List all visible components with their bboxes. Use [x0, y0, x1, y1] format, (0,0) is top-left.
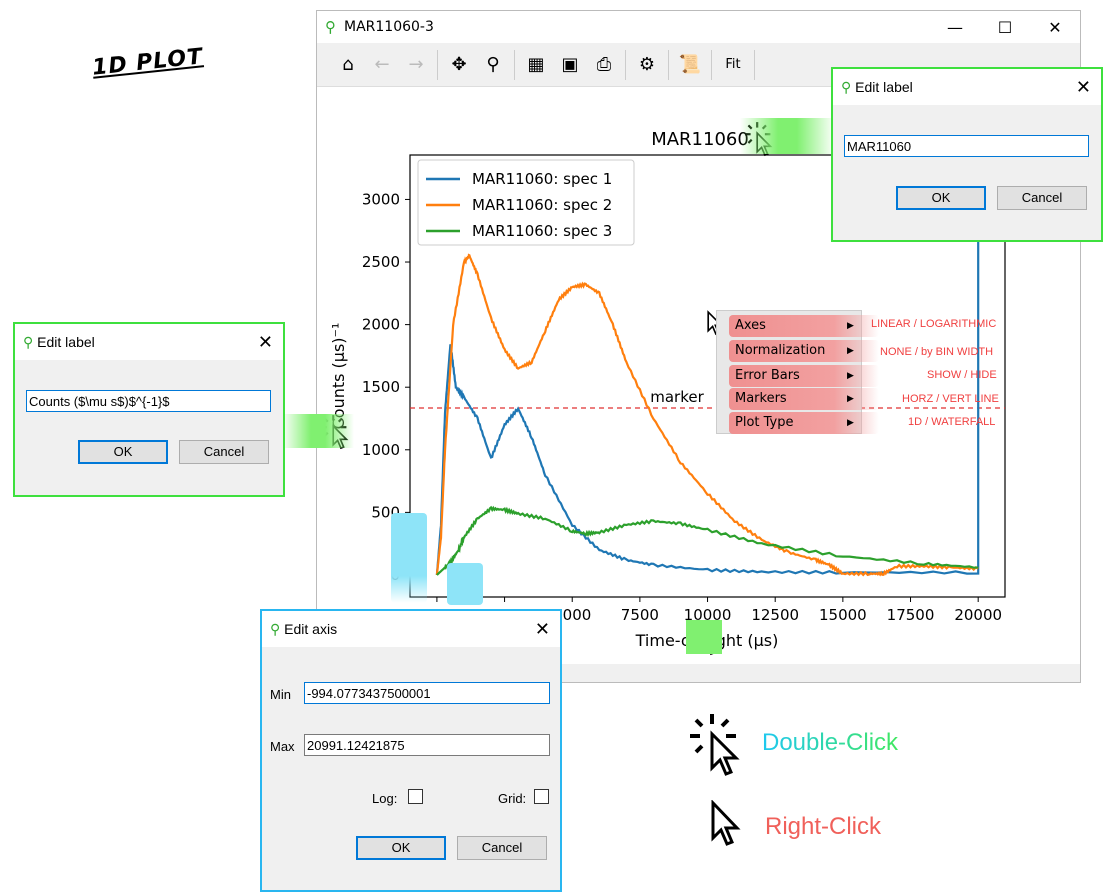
cancel-button[interactable]: Cancel — [997, 186, 1087, 210]
series-line-2 — [435, 253, 979, 577]
y-tick-label: 1500 — [362, 378, 400, 396]
xlabel-highlight — [686, 620, 722, 654]
log-label: Log: — [372, 791, 398, 806]
close-icon[interactable]: ✕ — [1075, 76, 1091, 97]
legend-entry: MAR11060: spec 3 — [472, 222, 612, 240]
legend — [417, 159, 635, 246]
y-tick-label: 1000 — [362, 441, 400, 459]
ok-button[interactable]: OK — [78, 440, 168, 464]
double-click-icon — [690, 714, 740, 776]
min-label: Min — [270, 687, 291, 702]
dialog-title: Edit axis — [284, 621, 338, 637]
title-highlight — [740, 118, 835, 154]
script-icon[interactable]: 📜 — [678, 54, 702, 75]
y-tick-label: 2500 — [362, 253, 400, 271]
x-tick-label: 20000 — [954, 606, 1002, 624]
x-tick-label: 5000 — [553, 606, 591, 624]
zoom-icon[interactable]: ⚲ — [486, 54, 500, 75]
edit-title-dialog: ⚲ Edit label ✕ MAR11060 OK Cancel — [831, 67, 1103, 242]
cancel-button[interactable]: Cancel — [179, 440, 269, 464]
ok-button[interactable]: OK — [356, 836, 446, 860]
label-input[interactable]: Counts ($\mu s$)$^{-1}$ — [26, 390, 271, 412]
hint-markers: HORZ / VERT LINE — [902, 393, 999, 405]
label-input[interactable]: MAR11060 — [844, 135, 1089, 157]
close-button[interactable]: ✕ — [1048, 17, 1062, 37]
print-icon[interactable]: ⎙ — [596, 54, 612, 75]
menu-item-error-bars[interactable]: Error Bars ▶ — [729, 365, 879, 387]
menu-item-normalization[interactable]: Normalization ▶ — [729, 340, 879, 362]
series-line-3 — [436, 505, 979, 576]
minimize-button[interactable]: — — [947, 17, 963, 37]
ylabel-highlight — [282, 414, 354, 448]
hint-plot-type: 1D / WATERFALL — [908, 416, 996, 428]
min-input[interactable]: -994.0773437500001 — [304, 682, 550, 704]
fit-button[interactable]: Fit — [725, 57, 741, 72]
max-input[interactable]: 20991.12421875 — [304, 734, 550, 756]
close-icon[interactable]: ✕ — [257, 331, 273, 352]
dialog-title: Edit label — [855, 79, 913, 95]
yaxis-highlight — [391, 513, 427, 603]
grid-label: Grid: — [498, 791, 527, 806]
settings-icon[interactable]: ⚙ — [638, 54, 656, 75]
close-icon[interactable]: ✕ — [534, 618, 550, 639]
edit-ylabel-dialog: ⚲ Edit label ✕ Counts ($\mu s$)$^{-1}$ OK… — [13, 322, 285, 497]
y-tick-label: 3000 — [362, 190, 400, 208]
chart-title[interactable]: MAR11060 — [651, 129, 749, 150]
x-tick-label: 10000 — [684, 606, 732, 624]
right-click-icon — [711, 800, 741, 846]
x-tick-label: 12500 — [751, 606, 799, 624]
grid-icon[interactable]: ▦ — [527, 54, 545, 75]
context-menu: Axes ▶ Normalization ▶ Error Bars ▶ Markers… — [716, 310, 879, 434]
log-checkbox[interactable] — [408, 789, 423, 804]
max-label: Max — [270, 739, 295, 754]
hint-normalization: NONE / by BIN WIDTH — [880, 346, 994, 358]
legend-entry: MAR11060: spec 1 — [472, 170, 612, 188]
y-axis-label[interactable]: Counts (μs)⁻¹ — [329, 323, 348, 430]
y-tick-label: 2000 — [362, 316, 400, 334]
edit-axis-dialog: ⚲ Edit axis ✕ Min -994.0773437500001 Max … — [260, 609, 562, 892]
ok-button[interactable]: OK — [896, 186, 986, 210]
app-icon: ⚲ — [325, 18, 336, 36]
pan-icon[interactable]: ✥ — [451, 54, 467, 75]
cancel-button[interactable]: Cancel — [457, 836, 547, 860]
x-tick-label: 17500 — [887, 606, 935, 624]
back-icon[interactable]: ← — [374, 54, 390, 75]
home-icon[interactable]: ⌂ — [342, 54, 354, 75]
toolbar: ⌂ ← → ✥ ⚲ ▦ ▣ ⎙ ⚙ 📜 Fit — [317, 43, 1080, 87]
menu-item-plot-type[interactable]: Plot Type ▶ — [729, 412, 879, 434]
x-tick-label: 15000 — [819, 606, 867, 624]
save-icon[interactable]: ▣ — [561, 54, 579, 75]
legend-entry: MAR11060: spec 2 — [472, 196, 612, 214]
hint-error-bars: SHOW / HIDE — [927, 369, 997, 381]
maximize-button[interactable]: ☐ — [997, 17, 1013, 37]
double-click-label: Double-Click — [762, 729, 899, 756]
hint-axes: LINEAR / LOGARITHMIC — [871, 318, 997, 330]
forward-icon[interactable]: → — [408, 54, 424, 75]
marker-label: marker — [650, 388, 704, 406]
menu-item-markers[interactable]: Markers ▶ — [729, 388, 879, 410]
title-bar: ⚲ MAR11060-3 — ☐ ✕ — [317, 11, 1080, 43]
dialog-title: Edit label — [37, 334, 95, 350]
xaxis-highlight — [447, 563, 483, 605]
menu-item-axes[interactable]: Axes ▶ — [729, 315, 879, 337]
right-click-label: Right-Click — [765, 813, 882, 840]
x-tick-label: 7500 — [621, 606, 659, 624]
grid-checkbox[interactable] — [534, 789, 549, 804]
series-line-1 — [435, 149, 980, 576]
window-title: MAR11060-3 — [344, 19, 434, 35]
